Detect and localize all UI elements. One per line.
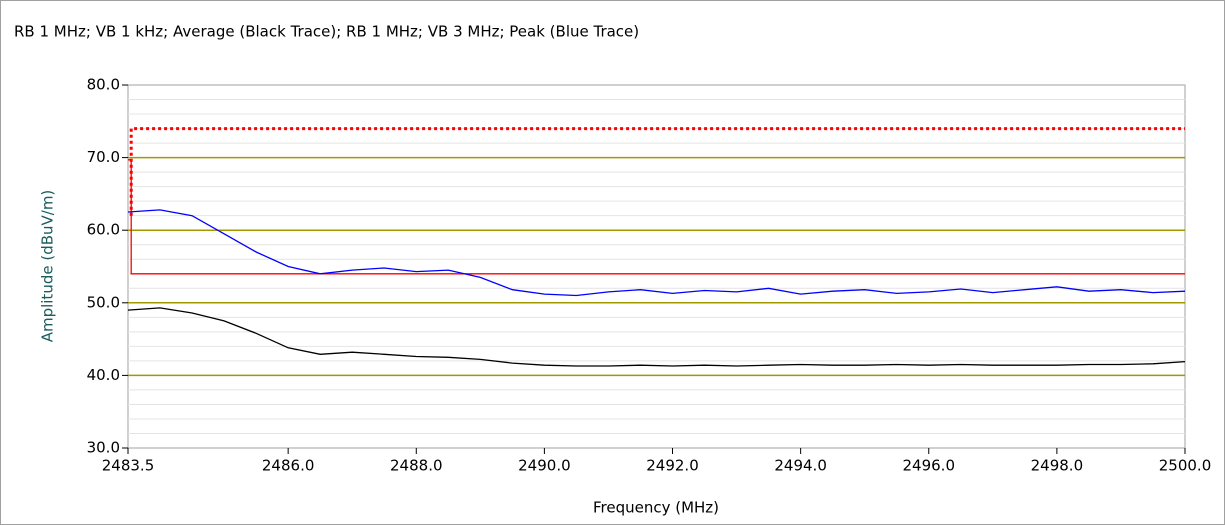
x-tick-label: 2498.0: [1031, 457, 1084, 475]
y-tick-label: 40.0: [87, 366, 120, 384]
plot-area: [127, 84, 1186, 449]
x-tick-label: 2500.0: [1159, 457, 1212, 475]
x-tick-label: 2488.0: [390, 457, 443, 475]
limit-line: [128, 159, 1185, 275]
y-tick-label: 60.0: [87, 221, 120, 239]
y-tick-label: 70.0: [87, 148, 120, 166]
trace: [127, 307, 1186, 367]
y-axis-label: Amplitude (dBuV/m): [39, 190, 57, 343]
x-tick-label: 2483.5: [102, 457, 155, 475]
x-tick-label: 2494.0: [774, 457, 827, 475]
x-tick-label: 2496.0: [903, 457, 956, 475]
x-tick-label: 2490.0: [518, 457, 571, 475]
y-tick-label: 50.0: [87, 293, 120, 311]
x-tick-label: 2492.0: [646, 457, 699, 475]
x-tick-label: 2486.0: [262, 457, 315, 475]
y-tick-label: 80.0: [87, 76, 120, 94]
trace: [127, 209, 1186, 297]
x-axis-label: Frequency (MHz): [593, 499, 719, 517]
y-tick-label: 30.0: [87, 439, 120, 457]
chart-title: RB 1 MHz; VB 1 kHz; Average (Black Trace…: [14, 23, 639, 41]
